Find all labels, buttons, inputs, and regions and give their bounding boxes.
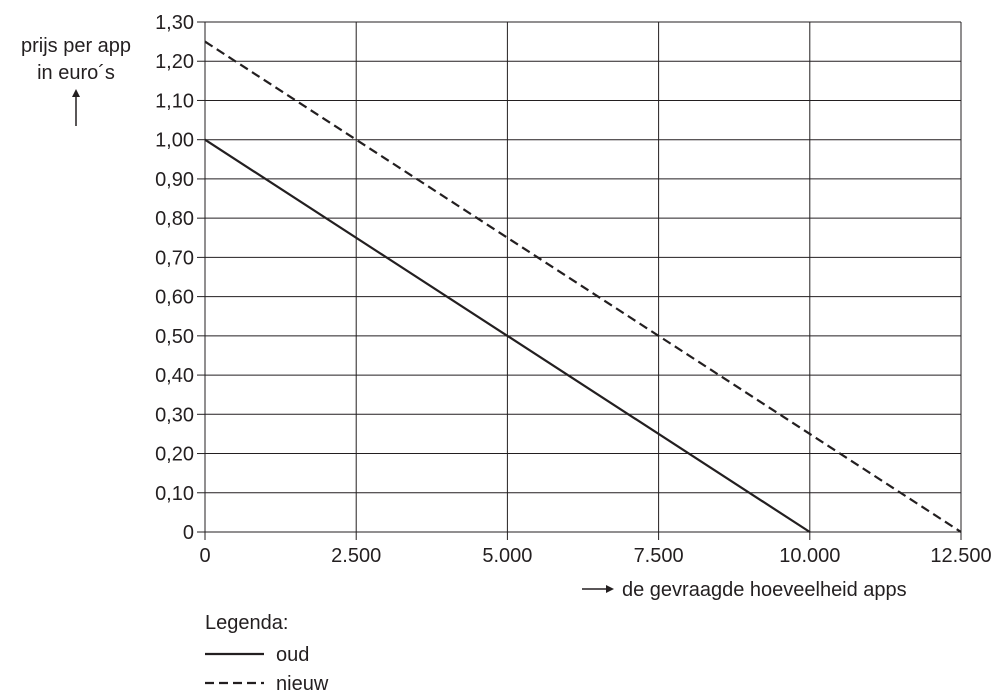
y-tick-label-7: 0,70 <box>155 247 194 269</box>
x-tick-labels: 0 2.500 5.000 7.500 10.000 12.500 <box>199 545 991 567</box>
legend-title: Legenda: <box>205 612 288 634</box>
y-tick-label-5: 0,50 <box>155 326 194 348</box>
y-tick-label-10: 1,00 <box>155 130 194 152</box>
y-tick-label-0: 0 <box>183 522 194 544</box>
y-tick-labels: 0 0,10 0,20 0,30 0,40 0,50 0,60 0,70 0,80 0,90 1,0… <box>155 12 194 544</box>
y-tick-label-13: 1,30 <box>155 12 194 34</box>
legend-label-oud: oud <box>276 644 309 666</box>
y-tick-label-1: 0,10 <box>155 483 194 505</box>
y-axis-label-line-2: in euro´s <box>37 62 115 84</box>
x-tick-label-4: 10.000 <box>779 545 840 567</box>
y-tick-label-2: 0,20 <box>155 444 194 466</box>
series-line-nieuw <box>204 40 962 533</box>
series-line-oud <box>204 138 811 533</box>
y-tick-label-12: 1,20 <box>155 51 194 73</box>
y-axis-label-line-1: prijs per app <box>21 35 131 57</box>
grid-lines <box>197 21 962 540</box>
right-arrow-icon <box>582 585 614 593</box>
x-axis-label: de gevraagde hoeveelheid apps <box>622 579 907 601</box>
y-tick-label-4: 0,40 <box>155 365 194 387</box>
x-tick-label-5: 12.500 <box>930 545 991 567</box>
x-tick-label-1: 2.500 <box>331 545 381 567</box>
legend-label-nieuw: nieuw <box>276 673 329 691</box>
x-tick-label-2: 5.000 <box>482 545 532 567</box>
x-tick-label-0: 0 <box>199 545 210 567</box>
series-lines <box>204 40 962 533</box>
y-tick-label-8: 0,80 <box>155 208 194 230</box>
y-tick-label-3: 0,30 <box>155 404 194 426</box>
x-tick-label-3: 7.500 <box>634 545 684 567</box>
y-tick-label-6: 0,60 <box>155 287 194 309</box>
y-tick-label-9: 0,90 <box>155 169 194 191</box>
up-arrow-icon <box>72 89 80 126</box>
legend: Legenda: oud nieuw <box>205 612 329 691</box>
y-tick-label-11: 1,10 <box>155 90 194 112</box>
